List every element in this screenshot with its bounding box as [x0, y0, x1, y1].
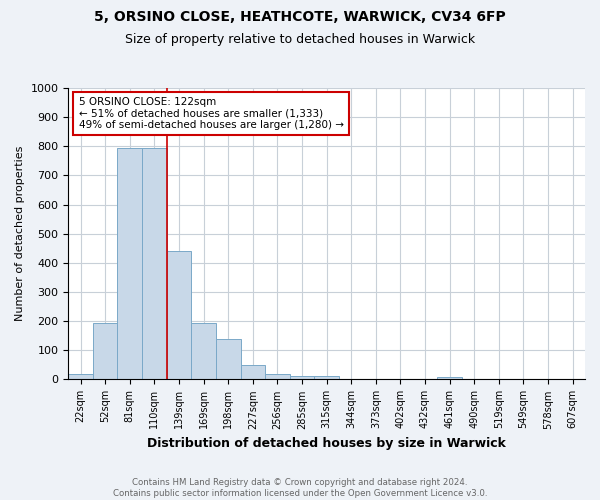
Bar: [241, 366, 265, 380]
Text: 5 ORSINO CLOSE: 122sqm
← 51% of detached houses are smaller (1,333)
49% of semi-: 5 ORSINO CLOSE: 122sqm ← 51% of detached…: [79, 96, 344, 130]
Bar: [437, 376, 462, 380]
Bar: [93, 323, 118, 380]
Bar: [265, 374, 290, 380]
Bar: [290, 376, 314, 380]
X-axis label: Distribution of detached houses by size in Warwick: Distribution of detached houses by size …: [147, 437, 506, 450]
Text: Contains HM Land Registry data © Crown copyright and database right 2024.
Contai: Contains HM Land Registry data © Crown c…: [113, 478, 487, 498]
Text: Size of property relative to detached houses in Warwick: Size of property relative to detached ho…: [125, 32, 475, 46]
Bar: [216, 338, 241, 380]
Bar: [191, 323, 216, 380]
Bar: [314, 376, 339, 380]
Y-axis label: Number of detached properties: Number of detached properties: [15, 146, 25, 322]
Bar: [142, 148, 167, 380]
Bar: [118, 148, 142, 380]
Bar: [167, 251, 191, 380]
Text: 5, ORSINO CLOSE, HEATHCOTE, WARWICK, CV34 6FP: 5, ORSINO CLOSE, HEATHCOTE, WARWICK, CV3…: [94, 10, 506, 24]
Bar: [68, 374, 93, 380]
